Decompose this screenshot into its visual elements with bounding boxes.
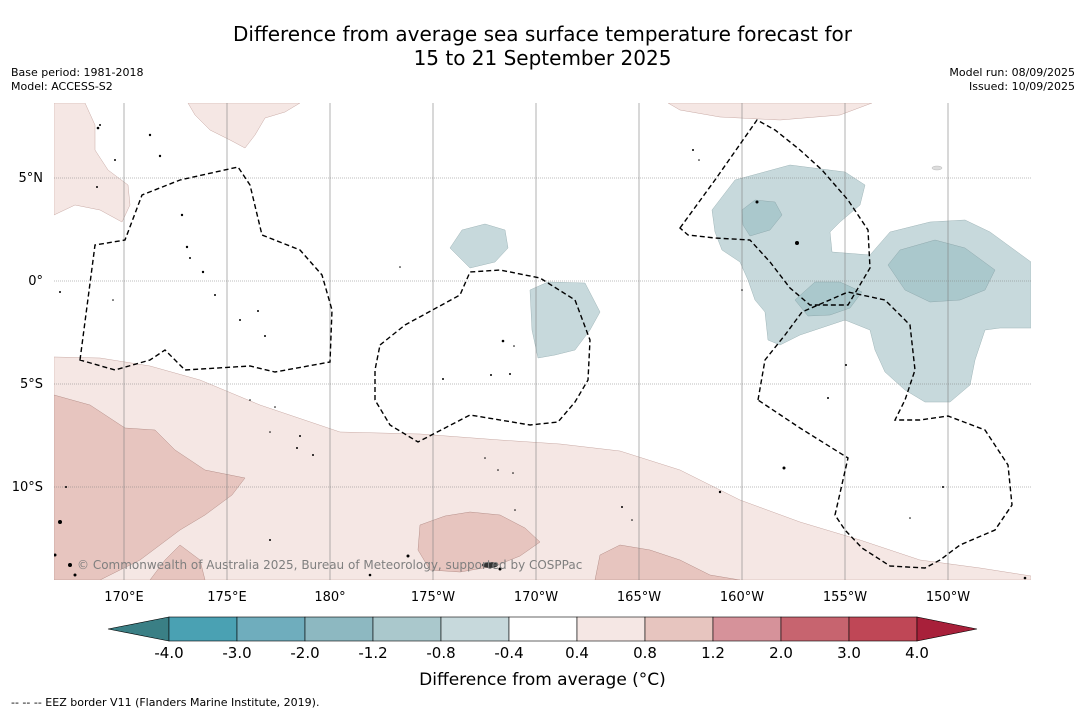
islands [54,124,1027,580]
colorbar-bin [372,616,442,642]
colorbar-tick-label: 4.0 [905,644,929,662]
eez-borders [79,119,1013,569]
lon-label-175e: 175°E [207,590,247,605]
model-name: Model: ACCESS-S2 [11,80,113,93]
cool-core-1 [741,199,783,237]
colorbar-tick-label: 0.4 [565,644,589,662]
colorbar-bin [644,616,714,642]
map-area [54,103,1031,580]
colorbar-tick-label: -2.0 [290,644,320,662]
eez-border-line-islands [679,119,871,306]
lat-label-5n: 5°N [18,171,44,186]
lon-label-165w: 165°W [616,590,662,605]
chart-title: Difference from average sea surface temp… [0,22,1085,70]
warm-region-northeast [667,103,873,121]
colorbar-bin [848,616,918,642]
title-line-1: Difference from average sea surface temp… [232,22,852,46]
colorbar-bin [168,616,238,642]
warm-region-south-central [417,511,541,573]
cool-region-small [449,223,509,269]
eez-border-kiribati-gilberts [79,166,333,373]
lon-label-180: 180° [314,590,346,605]
title-line-2: 15 to 21 September 2025 [413,46,672,70]
warm-region-northwest [54,103,131,223]
colorbar-tick-label: 1.2 [701,644,725,662]
lat-label-10s: 10°S [11,480,43,495]
base-period: Base period: 1981-2018 [11,66,144,79]
colorbar-under-arrow [107,616,170,642]
eez-footnote: -- -- -- EEZ border V11 (Flanders Marine… [11,696,320,709]
colorbar-bin [780,616,850,642]
colorbar-tick-label: 3.0 [837,644,861,662]
cool-region-east [711,164,1031,403]
colorbar-bin [440,616,510,642]
eez-border-phoenix [374,269,591,443]
lon-label-175w: 175°W [410,590,456,605]
graticule [54,103,1031,580]
colorbar-tick-label: 0.8 [633,644,657,662]
lon-label-170w: 170°W [513,590,559,605]
colorbar-bin [712,616,782,642]
cool-region-central [529,281,601,359]
colorbar-tick-label: -0.4 [494,644,524,662]
warm-region-southeast [594,544,741,580]
meta-left: Base period: 1981-2018 Model: ACCESS-S2 [11,66,143,94]
colorbar-bin [236,616,306,642]
colorbar-label: Difference from average (°C) [419,670,666,690]
lon-label-150w: 150°W [925,590,971,605]
colorbar-tick-label: -3.0 [222,644,252,662]
warm-region-southwest [54,394,246,580]
warm-region-north [187,103,301,149]
meta-right: Model run: 08/09/2025 Issued: 10/09/2025 [949,66,1075,94]
warm-region-bottom-left [149,544,206,580]
colorbar-bin [304,616,374,642]
colorbar-bin [576,616,646,642]
lat-label-0: 0° [28,274,43,289]
lat-label-5s: 5°S [19,377,43,392]
colorbar-over-arrow [916,616,978,642]
cool-core-2 [887,239,996,303]
lon-label-170e: 170°E [104,590,144,605]
lon-label-155w: 155°W [822,590,868,605]
colorbar-tick-label: -1.2 [358,644,388,662]
eez-border-line-south [757,291,1013,569]
issued-date: Issued: 10/09/2025 [968,80,1075,93]
colorbar-tick-label: -0.8 [426,644,456,662]
lon-label-160w: 160°W [719,590,765,605]
model-run: Model run: 08/09/2025 [949,66,1075,79]
colorbar-tick-label: 2.0 [769,644,793,662]
colorbar-bin [508,616,578,642]
copyright-notice: © Commonwealth of Australia 2025, Bureau… [77,558,583,572]
colorbar-tick-label: -4.0 [154,644,184,662]
